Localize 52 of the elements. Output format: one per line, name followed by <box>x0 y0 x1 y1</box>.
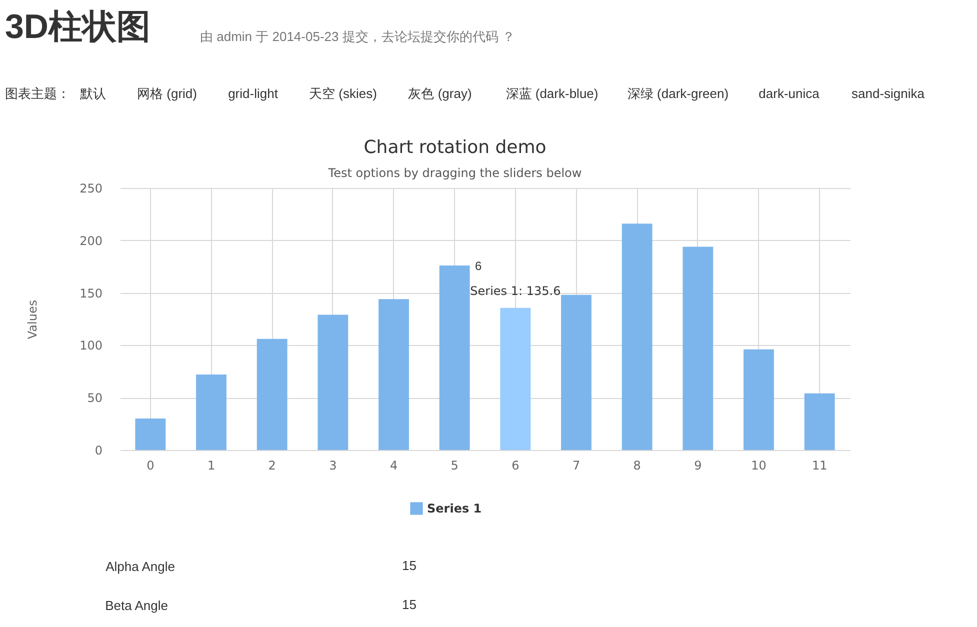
text: 灰色 (gray) <box>408 86 472 101</box>
x-tick-label: 6 <box>512 458 520 472</box>
legend-label: Series 1 <box>427 502 482 516</box>
annotation: Series 1: 135.6 <box>470 284 561 298</box>
chart-subtitle: Test options by dragging the sliders below <box>327 166 582 180</box>
y-tick-label: 150 <box>80 286 102 300</box>
y-axis-title: Values <box>26 300 40 340</box>
text: 深绿 (dark-green) <box>627 86 729 101</box>
y-tick-label: 200 <box>80 234 102 248</box>
bar <box>439 266 470 450</box>
bar <box>256 338 288 450</box>
x-tick-label: 1 <box>207 458 216 472</box>
bar <box>500 308 531 450</box>
annotation: 6 <box>475 259 482 273</box>
chart-title: Chart rotation demo <box>364 137 546 158</box>
x-tick-label: 3 <box>329 458 337 472</box>
text: grid-light <box>228 86 278 101</box>
text: 默认 <box>79 86 106 101</box>
text: 深蓝 (dark-blue) <box>506 86 598 101</box>
x-tick-label: 4 <box>390 458 398 472</box>
y-tick-label: 250 <box>80 182 102 196</box>
x-tick-label: 0 <box>146 458 154 472</box>
text: Alpha Angle <box>106 559 175 574</box>
bar <box>378 299 409 450</box>
text: 天空 (skies) <box>309 86 377 101</box>
bar <box>561 294 592 450</box>
text: sand-signika <box>852 86 926 101</box>
bar <box>196 374 226 450</box>
text: 由 admin 于 2014-05-23 提交，去论坛提交你的代码 ？ <box>200 29 515 44</box>
x-tick-label: 9 <box>694 458 702 472</box>
text: 15 <box>402 558 416 573</box>
bar <box>744 349 774 450</box>
y-tick-label: 100 <box>80 338 102 353</box>
text: 15 <box>402 597 416 612</box>
bar <box>135 418 166 450</box>
x-tick-label: 2 <box>268 458 276 472</box>
text: Beta Angle <box>105 598 168 613</box>
y-tick-label: 0 <box>94 444 102 458</box>
x-tick-label: 11 <box>812 458 828 472</box>
bar <box>622 224 652 450</box>
x-tick-label: 5 <box>450 458 458 472</box>
y-tick-label: 50 <box>87 391 102 406</box>
bar <box>804 393 835 450</box>
text: dark-unica <box>758 86 820 101</box>
bar <box>318 314 348 450</box>
text: 3D柱状图 <box>5 8 150 46</box>
text: 网格 (grid) <box>137 86 197 101</box>
x-tick-label: 10 <box>751 458 766 472</box>
x-tick-label: 8 <box>633 458 641 472</box>
bar <box>682 246 714 450</box>
x-tick-label: 7 <box>572 458 580 472</box>
text: 图表主题： <box>5 86 70 101</box>
